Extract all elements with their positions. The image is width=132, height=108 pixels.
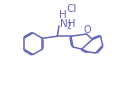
Text: H: H (59, 10, 67, 20)
Text: Cl: Cl (66, 4, 76, 14)
Text: NH: NH (60, 19, 76, 29)
Text: 2: 2 (66, 22, 71, 31)
Text: O: O (83, 25, 91, 35)
